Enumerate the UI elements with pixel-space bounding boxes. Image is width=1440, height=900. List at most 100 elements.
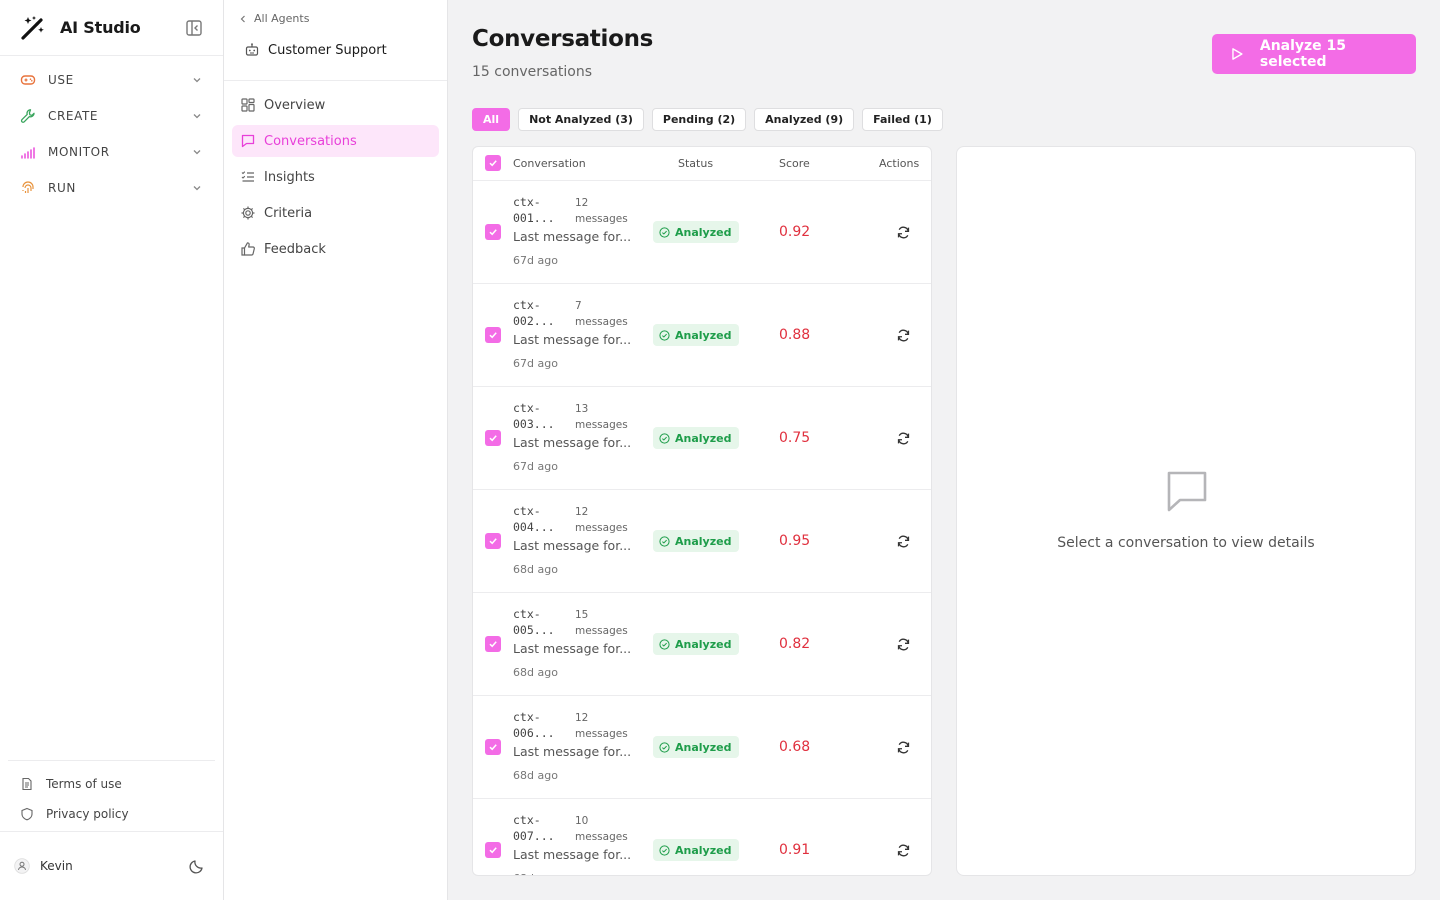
- privacy-label: Privacy policy: [46, 807, 129, 821]
- header-score[interactable]: Score: [779, 157, 810, 170]
- reanalyze-icon[interactable]: [896, 843, 911, 858]
- last-message-preview: Last message for...: [513, 435, 632, 450]
- table-row[interactable]: ctx- 002... 7 messages Last message for.…: [473, 284, 931, 387]
- message-count: 12 messages: [575, 504, 628, 536]
- header-status[interactable]: Status: [678, 157, 714, 170]
- agent-header: Customer Support: [244, 42, 387, 58]
- message-count-number: 12: [575, 712, 589, 724]
- section-run[interactable]: RUN: [0, 170, 223, 206]
- status-label: Analyzed: [675, 843, 732, 857]
- signal-bars-icon: [21, 147, 35, 159]
- fingerprint-icon: [22, 181, 34, 193]
- message-count-unit: messages: [575, 419, 628, 431]
- magic-wand-icon: [21, 15, 44, 40]
- status-label: Analyzed: [675, 225, 732, 239]
- section-label: RUN: [48, 181, 76, 195]
- last-activity-time: 68d ago: [513, 769, 558, 782]
- section-label: MONITOR: [48, 145, 110, 159]
- filter-all[interactable]: All: [472, 108, 511, 131]
- analyze-button-label: Analyze 15 selected: [1259, 38, 1347, 70]
- nav-item-insights[interactable]: Insights: [232, 161, 439, 193]
- back-label: All Agents: [254, 12, 310, 25]
- section-monitor[interactable]: MONITOR: [0, 134, 223, 170]
- score-value: 0.82: [779, 636, 811, 652]
- last-activity-time: 67d ago: [513, 254, 558, 267]
- row-checkbox[interactable]: [485, 636, 501, 652]
- score-value: 0.88: [779, 327, 811, 343]
- agent-panel: All Agents Customer Support Overview: [224, 0, 448, 900]
- row-checkbox[interactable]: [485, 430, 501, 446]
- filter-not-analyzed[interactable]: Not Analyzed (3): [518, 108, 644, 131]
- user-avatar-icon: [14, 858, 30, 874]
- check-circle-icon: [659, 844, 670, 856]
- chat-icon: [241, 134, 255, 148]
- table-row[interactable]: ctx- 007... 10 messages Last message for…: [473, 799, 931, 875]
- reanalyze-icon[interactable]: [896, 534, 911, 549]
- app-sidebar: AI Studio USE CREATE: [0, 0, 224, 900]
- row-checkbox[interactable]: [485, 842, 501, 858]
- table-row[interactable]: ctx- 003... 13 messages Last message for…: [473, 387, 931, 490]
- nav-item-conversations[interactable]: Conversations: [232, 125, 439, 157]
- conversation-id-suffix: 001...: [513, 211, 555, 225]
- status-badge: Analyzed: [653, 530, 740, 552]
- conversation-id: ctx- 003...: [513, 400, 563, 432]
- nav-label: Feedback: [264, 241, 326, 257]
- conversation-id: ctx- 007...: [513, 812, 563, 844]
- reanalyze-icon[interactable]: [896, 637, 911, 652]
- conversation-id-suffix: 005...: [513, 623, 555, 637]
- conversation-id: ctx- 002...: [513, 297, 563, 329]
- moon-icon[interactable]: [189, 858, 205, 874]
- row-checkbox[interactable]: [485, 327, 501, 343]
- nav-item-criteria[interactable]: Criteria: [232, 197, 439, 229]
- reanalyze-icon[interactable]: [896, 225, 911, 240]
- nav-item-overview[interactable]: Overview: [232, 89, 439, 121]
- reanalyze-icon[interactable]: [896, 328, 911, 343]
- status-label: Analyzed: [675, 637, 732, 651]
- select-all-checkbox[interactable]: [485, 155, 501, 171]
- user-row[interactable]: Kevin: [0, 831, 223, 900]
- table-row[interactable]: ctx- 006... 12 messages Last message for…: [473, 696, 931, 799]
- message-count-unit: messages: [575, 213, 628, 225]
- chevron-left-icon: [240, 15, 245, 22]
- last-message-preview: Last message for...: [513, 847, 632, 862]
- main-content: Conversations 15 conversations Analyze 1…: [448, 0, 1440, 900]
- gear-icon: [241, 206, 255, 220]
- message-count: 7 messages: [575, 298, 628, 330]
- filter-failed[interactable]: Failed (1): [862, 108, 943, 131]
- filter-pending[interactable]: Pending (2): [651, 108, 747, 131]
- nav-label: Overview: [264, 97, 326, 113]
- message-count: 13 messages: [575, 401, 628, 433]
- privacy-link[interactable]: Privacy policy: [8, 799, 215, 829]
- status-badge: Analyzed: [653, 324, 740, 346]
- last-message-preview: Last message for...: [513, 229, 632, 244]
- check-icon: [489, 229, 497, 236]
- conversations-table: Conversation Status Score Actions ctx- 0…: [472, 146, 932, 876]
- empty-state-text: Select a conversation to view details: [1057, 535, 1315, 551]
- status-badge: Analyzed: [653, 839, 740, 861]
- row-checkbox[interactable]: [485, 533, 501, 549]
- thumbs-up-icon: [241, 242, 255, 256]
- list-check-icon: [241, 171, 254, 182]
- table-row[interactable]: ctx- 001... 12 messages Last message for…: [473, 181, 931, 284]
- check-circle-icon: [659, 329, 670, 341]
- filter-analyzed[interactable]: Analyzed (9): [754, 108, 855, 131]
- section-use[interactable]: USE: [0, 62, 223, 98]
- terms-link[interactable]: Terms of use: [8, 769, 215, 799]
- reanalyze-icon[interactable]: [896, 740, 911, 755]
- grid-icon: [241, 98, 255, 112]
- message-count: 12 messages: [575, 710, 628, 742]
- chevron-down-icon: [193, 150, 201, 155]
- analyze-selected-button[interactable]: Analyze 15 selected: [1212, 34, 1416, 74]
- header-conversation[interactable]: Conversation: [513, 157, 586, 170]
- chat-bubble-icon: [1167, 471, 1207, 512]
- table-row[interactable]: ctx- 004... 12 messages Last message for…: [473, 490, 931, 593]
- all-agents-link[interactable]: All Agents: [238, 12, 309, 25]
- reanalyze-icon[interactable]: [896, 431, 911, 446]
- section-create[interactable]: CREATE: [0, 98, 223, 134]
- row-checkbox[interactable]: [485, 224, 501, 240]
- nav-item-feedback[interactable]: Feedback: [232, 233, 439, 265]
- row-checkbox[interactable]: [485, 739, 501, 755]
- check-icon: [489, 847, 497, 854]
- sidebar-collapse-icon[interactable]: [185, 19, 203, 37]
- table-row[interactable]: ctx- 005... 15 messages Last message for…: [473, 593, 931, 696]
